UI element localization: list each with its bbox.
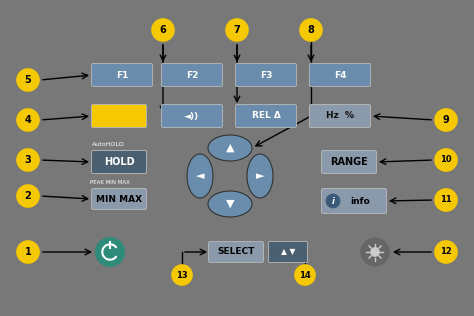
FancyBboxPatch shape: [209, 241, 264, 263]
Text: 12: 12: [440, 247, 452, 257]
Circle shape: [17, 109, 39, 131]
Text: ▲: ▲: [226, 143, 234, 153]
Circle shape: [226, 19, 248, 41]
Ellipse shape: [208, 135, 252, 161]
Circle shape: [435, 189, 457, 211]
Text: 3: 3: [25, 155, 31, 165]
Text: SELECT: SELECT: [217, 247, 255, 257]
Text: ◄: ◄: [196, 171, 204, 181]
Text: REL Δ: REL Δ: [252, 112, 281, 120]
FancyBboxPatch shape: [162, 105, 222, 127]
Text: 11: 11: [440, 196, 452, 204]
Text: 14: 14: [299, 270, 311, 279]
Circle shape: [300, 19, 322, 41]
Text: 1: 1: [25, 247, 31, 257]
Circle shape: [435, 149, 457, 171]
Ellipse shape: [208, 191, 252, 217]
FancyBboxPatch shape: [91, 189, 146, 210]
Text: 13: 13: [176, 270, 188, 279]
Circle shape: [326, 194, 340, 208]
Text: ◄)): ◄)): [184, 112, 200, 120]
Circle shape: [17, 241, 39, 263]
Text: 8: 8: [308, 25, 314, 35]
FancyBboxPatch shape: [321, 189, 386, 214]
Circle shape: [172, 265, 192, 285]
Text: RANGE: RANGE: [330, 157, 368, 167]
Text: 10: 10: [440, 155, 452, 165]
Circle shape: [435, 109, 457, 131]
Text: F1: F1: [116, 70, 128, 80]
Text: MIN MAX: MIN MAX: [96, 195, 142, 204]
Text: PEAK MIN MAX: PEAK MIN MAX: [90, 179, 130, 185]
Text: F4: F4: [334, 70, 346, 80]
FancyBboxPatch shape: [91, 150, 146, 173]
Text: HOLD: HOLD: [104, 157, 134, 167]
Text: i: i: [331, 197, 335, 205]
Text: ▼: ▼: [226, 199, 234, 209]
FancyBboxPatch shape: [236, 105, 297, 127]
Circle shape: [295, 265, 315, 285]
FancyBboxPatch shape: [268, 241, 308, 263]
Text: F2: F2: [186, 70, 198, 80]
Circle shape: [371, 247, 380, 257]
FancyBboxPatch shape: [91, 64, 153, 87]
FancyBboxPatch shape: [236, 64, 297, 87]
FancyBboxPatch shape: [162, 64, 222, 87]
Text: 6: 6: [160, 25, 166, 35]
FancyBboxPatch shape: [310, 105, 371, 127]
Text: 9: 9: [443, 115, 449, 125]
Text: Hz  %: Hz %: [326, 112, 354, 120]
Text: AutoHOLD: AutoHOLD: [91, 142, 124, 147]
Text: F3: F3: [260, 70, 272, 80]
Text: ►: ►: [256, 171, 264, 181]
FancyBboxPatch shape: [91, 105, 146, 127]
Text: info: info: [350, 197, 370, 205]
Text: 5: 5: [25, 75, 31, 85]
Text: 7: 7: [234, 25, 240, 35]
Circle shape: [17, 69, 39, 91]
Ellipse shape: [187, 154, 213, 198]
Text: 2: 2: [25, 191, 31, 201]
Text: ▲ ▼: ▲ ▼: [281, 247, 295, 257]
FancyBboxPatch shape: [321, 150, 376, 173]
Circle shape: [361, 238, 389, 266]
Ellipse shape: [247, 154, 273, 198]
FancyBboxPatch shape: [310, 64, 371, 87]
Circle shape: [17, 185, 39, 207]
Circle shape: [17, 149, 39, 171]
Circle shape: [96, 238, 124, 266]
Circle shape: [152, 19, 174, 41]
Text: 4: 4: [25, 115, 31, 125]
Circle shape: [435, 241, 457, 263]
